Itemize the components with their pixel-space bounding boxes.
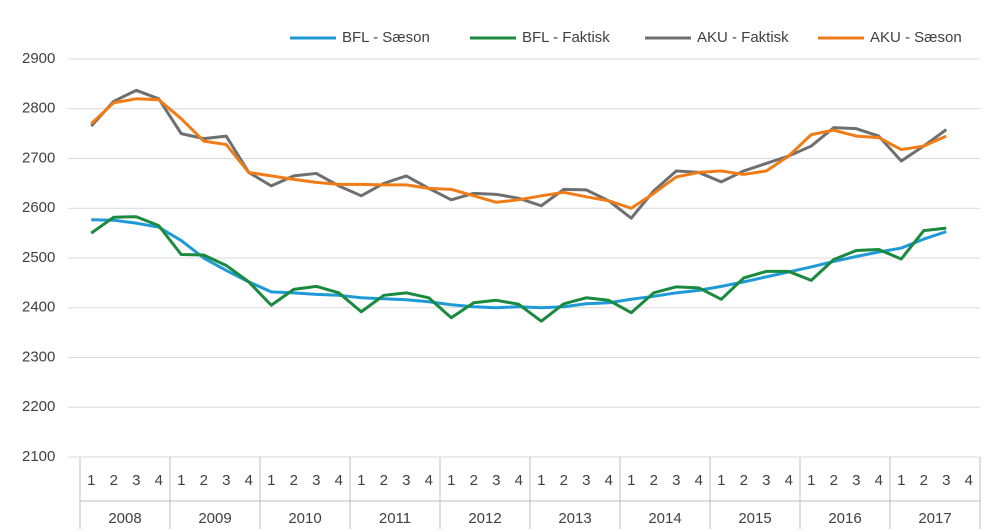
x-tick-label: 3 [492, 472, 500, 489]
x-tick-label: 3 [942, 472, 950, 489]
y-tick-label: 2900 [22, 50, 55, 67]
x-tick-label: 2 [200, 472, 208, 489]
x-tick-label: 2 [110, 472, 118, 489]
x-tick-label: 3 [582, 472, 590, 489]
x-tick-label: 1 [807, 472, 815, 489]
y-tick-label: 2200 [22, 398, 55, 415]
y-tick-label: 2300 [22, 348, 55, 365]
x-tick-label: 1 [537, 472, 545, 489]
x-tick-label: 2 [740, 472, 748, 489]
x-tick-label: 1 [357, 472, 365, 489]
x-tick-label: 3 [402, 472, 410, 489]
x-group-label: 2013 [558, 510, 591, 527]
x-tick-label: 2 [830, 472, 838, 489]
x-tick-label: 3 [132, 472, 140, 489]
x-group-label: 2017 [918, 510, 951, 527]
x-tick-label: 2 [920, 472, 928, 489]
series-line [90, 215, 947, 323]
x-tick-label: 4 [515, 472, 523, 489]
x-tick-label: 4 [695, 472, 703, 489]
x-tick-label: 2 [560, 472, 568, 489]
x-tick-label: 3 [672, 472, 680, 489]
x-tick-label: 4 [965, 472, 973, 489]
y-tick-label: 2800 [22, 100, 55, 117]
x-tick-label: 4 [245, 472, 253, 489]
y-tick-label: 2400 [22, 299, 55, 316]
legend-label: BFL - Faktisk [522, 29, 610, 46]
legend-label: AKU - Sæson [870, 29, 962, 46]
x-group-label: 2008 [108, 510, 141, 527]
x-group-label: 2014 [648, 510, 681, 527]
x-tick-label: 4 [155, 472, 163, 489]
x-tick-label: 4 [605, 472, 613, 489]
x-tick-label: 2 [650, 472, 658, 489]
x-tick-label: 1 [87, 472, 95, 489]
x-tick-label: 4 [425, 472, 433, 489]
x-tick-label: 2 [470, 472, 478, 489]
x-group-label: 2010 [288, 510, 321, 527]
x-tick-label: 4 [335, 472, 343, 489]
x-group-label: 2011 [379, 510, 411, 527]
x-tick-label: 3 [312, 472, 320, 489]
x-tick-label: 3 [222, 472, 230, 489]
x-tick-label: 2 [380, 472, 388, 489]
x-tick-label: 2 [290, 472, 298, 489]
y-tick-label: 2700 [22, 149, 55, 166]
x-tick-label: 1 [627, 472, 635, 489]
legend-label: BFL - Sæson [342, 29, 430, 46]
x-tick-label: 4 [785, 472, 793, 489]
y-tick-label: 2600 [22, 199, 55, 216]
series-line [90, 97, 947, 210]
y-tick-label: 2500 [22, 249, 55, 266]
y-tick-label: 2100 [22, 448, 55, 465]
x-tick-label: 1 [267, 472, 275, 489]
series-line [91, 218, 947, 310]
x-tick-label: 1 [897, 472, 905, 489]
x-group-label: 2015 [738, 510, 771, 527]
x-tick-label: 4 [875, 472, 883, 489]
x-group-label: 2016 [828, 510, 861, 527]
x-tick-label: 3 [852, 472, 860, 489]
legend-label: AKU - Faktisk [697, 29, 789, 46]
x-tick-label: 3 [762, 472, 770, 489]
x-group-label: 2012 [468, 510, 501, 527]
x-group-label: 2009 [198, 510, 231, 527]
x-tick-label: 1 [447, 472, 455, 489]
x-tick-label: 1 [717, 472, 725, 489]
x-tick-label: 1 [177, 472, 185, 489]
